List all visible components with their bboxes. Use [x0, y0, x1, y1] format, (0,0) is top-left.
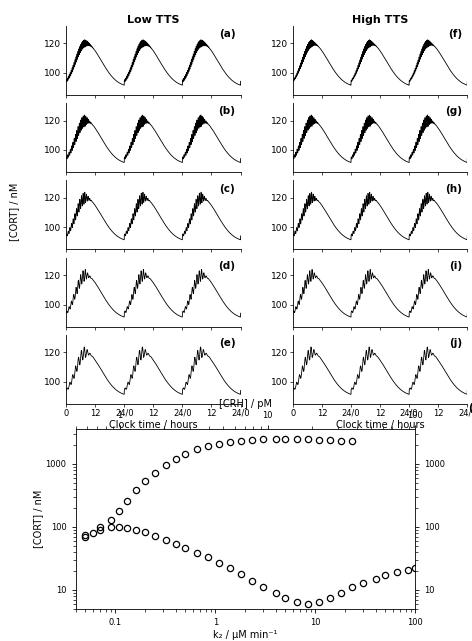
Text: (k): (k)	[468, 403, 472, 413]
X-axis label: k₂ / μM min⁻¹: k₂ / μM min⁻¹	[213, 629, 278, 640]
Title: High TTS: High TTS	[352, 15, 408, 25]
Text: [CORT] / nM: [CORT] / nM	[9, 182, 19, 241]
Text: (a): (a)	[219, 29, 235, 39]
Text: (h): (h)	[445, 184, 462, 194]
Text: (b): (b)	[218, 106, 235, 117]
Text: (i): (i)	[449, 261, 462, 271]
X-axis label: Clock time / hours: Clock time / hours	[336, 420, 424, 431]
Text: (g): (g)	[445, 106, 462, 117]
Text: (j): (j)	[449, 338, 462, 348]
X-axis label: [CRH] / pM: [CRH] / pM	[219, 399, 272, 409]
Text: (f): (f)	[448, 29, 462, 39]
X-axis label: Clock time / hours: Clock time / hours	[109, 420, 198, 431]
Text: (e): (e)	[219, 338, 235, 348]
Y-axis label: [CORT] / nM: [CORT] / nM	[33, 490, 42, 549]
Text: (c): (c)	[219, 184, 235, 194]
Title: Low TTS: Low TTS	[127, 15, 179, 25]
Text: (d): (d)	[218, 261, 235, 271]
